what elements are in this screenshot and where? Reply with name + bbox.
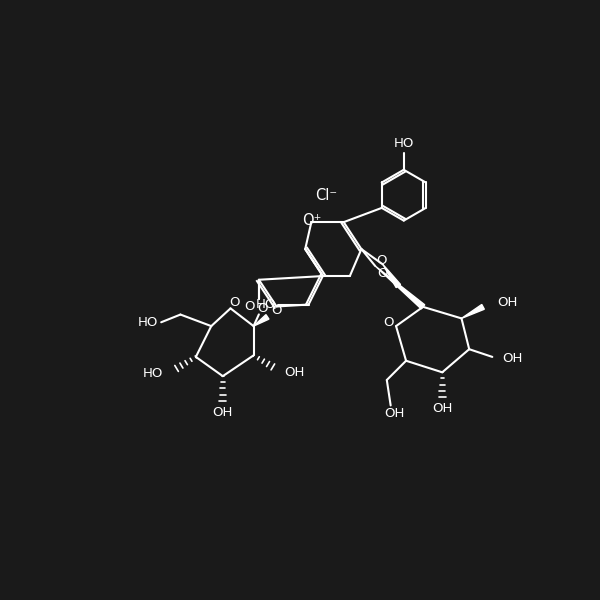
Text: O⁺: O⁺: [302, 213, 321, 228]
Text: OH: OH: [385, 407, 404, 419]
Text: OH: OH: [212, 406, 233, 419]
Text: O: O: [383, 316, 394, 329]
Polygon shape: [375, 266, 425, 309]
Text: HO: HO: [394, 137, 414, 150]
Polygon shape: [254, 314, 269, 326]
Polygon shape: [383, 265, 401, 287]
Text: HO: HO: [256, 298, 277, 311]
Text: Cl⁻: Cl⁻: [315, 188, 337, 203]
Text: OH: OH: [284, 366, 305, 379]
Text: OH: OH: [432, 402, 452, 415]
Text: O: O: [229, 296, 239, 309]
Text: O: O: [378, 267, 388, 280]
Text: HO: HO: [138, 316, 158, 329]
Text: O: O: [244, 300, 255, 313]
Polygon shape: [461, 304, 484, 319]
Text: HO: HO: [143, 367, 164, 380]
Text: O: O: [376, 254, 386, 267]
Text: OH: OH: [497, 296, 518, 310]
Text: OH: OH: [502, 352, 523, 365]
Text: O: O: [271, 304, 282, 317]
Text: O: O: [257, 302, 268, 315]
